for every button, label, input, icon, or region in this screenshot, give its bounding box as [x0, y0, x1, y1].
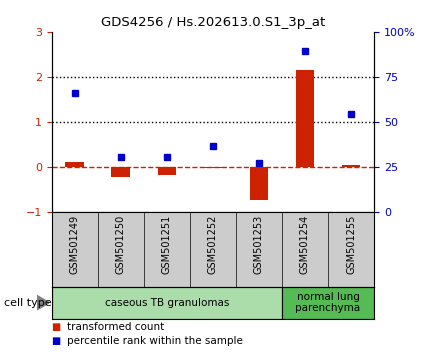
Bar	[296, 70, 314, 167]
Bar	[111, 167, 130, 177]
Bar	[250, 167, 268, 200]
Text: GSM501251: GSM501251	[162, 215, 172, 274]
Bar	[52, 287, 282, 319]
Bar	[65, 162, 84, 167]
Text: ■: ■	[52, 321, 61, 332]
Title: GDS4256 / Hs.202613.0.S1_3p_at: GDS4256 / Hs.202613.0.S1_3p_at	[101, 16, 325, 29]
Text: caseous TB granulomas: caseous TB granulomas	[104, 298, 229, 308]
Text: GSM501254: GSM501254	[300, 215, 310, 274]
Text: GSM501253: GSM501253	[254, 215, 264, 274]
Text: cell type: cell type	[4, 298, 52, 308]
Bar	[342, 165, 360, 167]
Bar	[282, 287, 374, 319]
Bar	[204, 167, 222, 168]
Text: transformed count: transformed count	[67, 321, 164, 332]
Text: percentile rank within the sample: percentile rank within the sample	[67, 336, 243, 346]
Bar	[157, 167, 176, 175]
Text: GSM501249: GSM501249	[70, 215, 80, 274]
Text: ■: ■	[52, 336, 61, 346]
Text: GSM501252: GSM501252	[208, 215, 218, 274]
Text: normal lung
parenchyma: normal lung parenchyma	[295, 292, 361, 314]
Text: GSM501255: GSM501255	[346, 215, 356, 274]
Text: GSM501250: GSM501250	[116, 215, 126, 274]
Polygon shape	[37, 295, 49, 310]
